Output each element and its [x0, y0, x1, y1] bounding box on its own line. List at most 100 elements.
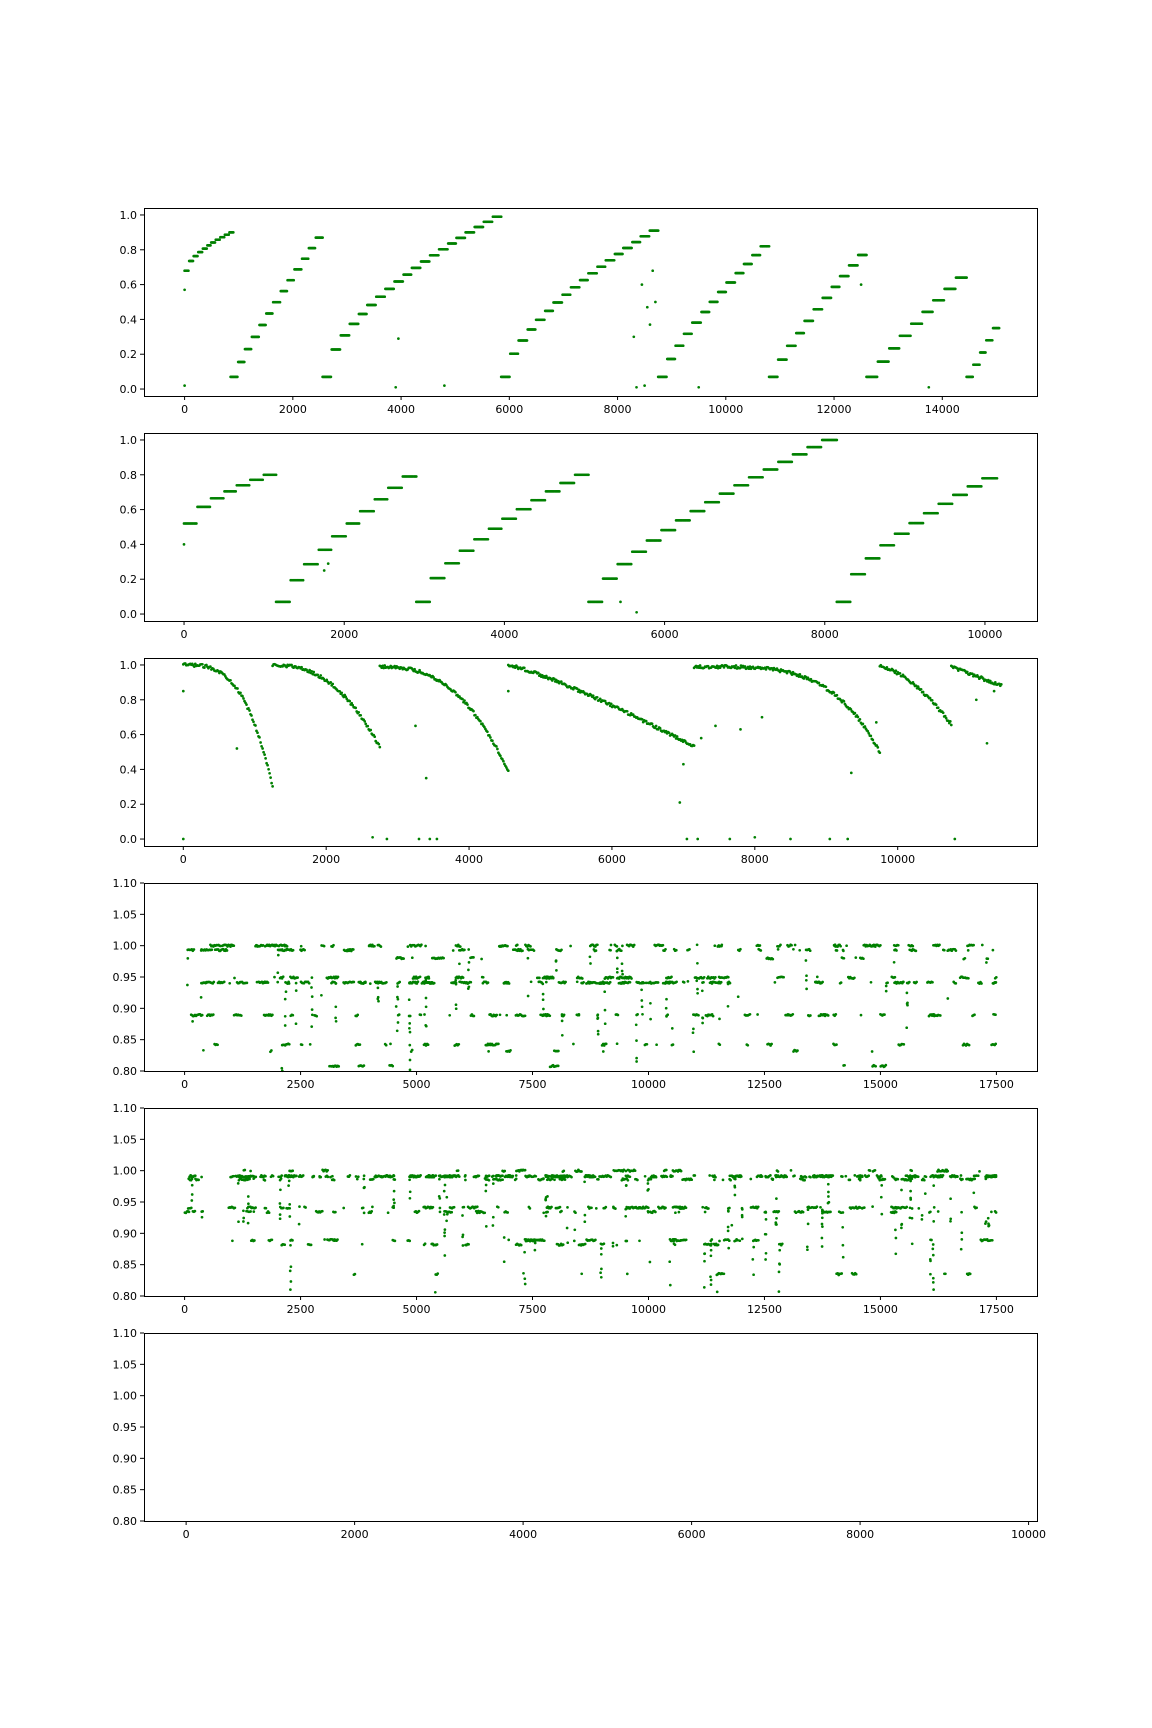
- data-point: [408, 1068, 412, 1072]
- data-point: [515, 943, 519, 947]
- data-point: [697, 1013, 700, 1017]
- data-point: [591, 694, 595, 698]
- data-point: [472, 956, 475, 959]
- data-point: [758, 944, 762, 947]
- data-point: [424, 944, 427, 948]
- data-point: [640, 283, 644, 286]
- data-point: [909, 334, 912, 338]
- data-point: [264, 1013, 268, 1017]
- data-point: [428, 837, 432, 841]
- data-point: [675, 980, 678, 984]
- data-point: [241, 694, 244, 698]
- data-point: [385, 837, 389, 841]
- data-point: [601, 1050, 605, 1053]
- data-point: [692, 744, 696, 747]
- data-point: [972, 943, 975, 947]
- data-point: [498, 1013, 502, 1017]
- x-tick-label: 4000: [490, 628, 518, 641]
- y-tick-label: 0.0: [120, 833, 138, 846]
- data-point: [259, 741, 262, 744]
- data-point: [949, 1197, 952, 1201]
- x-axis: 0 2000 4000 6000 8000 10000 12000 14000: [181, 396, 960, 416]
- data-point: [954, 949, 958, 952]
- data-point: [666, 1013, 670, 1017]
- data-point: [289, 1280, 293, 1283]
- data-point: [927, 385, 931, 389]
- data-point: [635, 610, 638, 614]
- data-point: [966, 949, 970, 952]
- data-point: [884, 989, 888, 993]
- data-point: [932, 1220, 936, 1223]
- data-point: [181, 689, 185, 693]
- data-point: [913, 981, 917, 985]
- data-point: [332, 943, 335, 947]
- data-point: [798, 673, 802, 676]
- data-point: [438, 1210, 442, 1214]
- data-point: [699, 321, 703, 324]
- data-point: [365, 312, 368, 316]
- data-point: [278, 1213, 282, 1216]
- data-point: [649, 1177, 653, 1181]
- data-point: [884, 984, 888, 988]
- data-point: [911, 944, 915, 948]
- x-tick-label: 10000: [708, 403, 743, 416]
- data-point: [398, 980, 402, 984]
- data-point: [360, 1242, 364, 1246]
- data-point: [826, 1014, 830, 1017]
- data-point: [273, 975, 276, 979]
- data-point: [418, 975, 422, 979]
- data-point: [210, 948, 214, 952]
- data-point: [559, 981, 563, 985]
- data-point: [771, 957, 775, 961]
- data-point: [242, 1209, 245, 1213]
- data-points: [186, 943, 998, 1073]
- data-point: [533, 328, 537, 331]
- data-point: [876, 746, 880, 749]
- data-point: [278, 1217, 282, 1221]
- data-point: [664, 947, 667, 951]
- data-point: [541, 992, 545, 996]
- data-point: [953, 287, 957, 291]
- data-point: [773, 981, 777, 984]
- data-point: [967, 1043, 971, 1047]
- data-point: [842, 956, 846, 960]
- data-point: [397, 337, 400, 340]
- data-point: [202, 1048, 205, 1052]
- data-point: [418, 668, 421, 672]
- data-point: [336, 975, 340, 979]
- data-point: [658, 726, 662, 730]
- data-point: [377, 999, 380, 1003]
- data-point: [266, 981, 270, 984]
- data-point: [726, 1225, 730, 1229]
- data-point: [410, 1048, 414, 1052]
- data-point: [985, 961, 988, 964]
- data-point: [942, 948, 946, 952]
- data-point: [245, 981, 249, 985]
- data-point: [294, 1022, 298, 1026]
- data-point: [930, 699, 934, 702]
- data-point: [266, 763, 269, 767]
- data-point: [991, 948, 995, 952]
- data-point: [544, 1214, 548, 1218]
- data-point: [611, 1241, 615, 1245]
- data-points: [183, 1168, 998, 1294]
- data-point: [560, 948, 563, 952]
- data-point: [985, 741, 989, 745]
- data-point: [249, 1169, 252, 1173]
- data-point: [467, 968, 470, 972]
- data-point: [572, 1042, 575, 1046]
- data-point: [190, 1183, 194, 1187]
- data-point: [219, 944, 222, 948]
- data-point: [566, 1241, 570, 1245]
- data-point: [344, 695, 348, 699]
- data-point: [712, 980, 716, 984]
- data-point: [205, 247, 209, 250]
- data-point: [728, 837, 732, 841]
- data-point: [438, 1177, 441, 1181]
- data-point: [373, 944, 376, 948]
- data-point: [276, 980, 280, 984]
- data-point: [615, 945, 619, 948]
- data-point: [379, 945, 383, 948]
- data-point: [698, 664, 702, 667]
- data-point: [310, 1008, 314, 1011]
